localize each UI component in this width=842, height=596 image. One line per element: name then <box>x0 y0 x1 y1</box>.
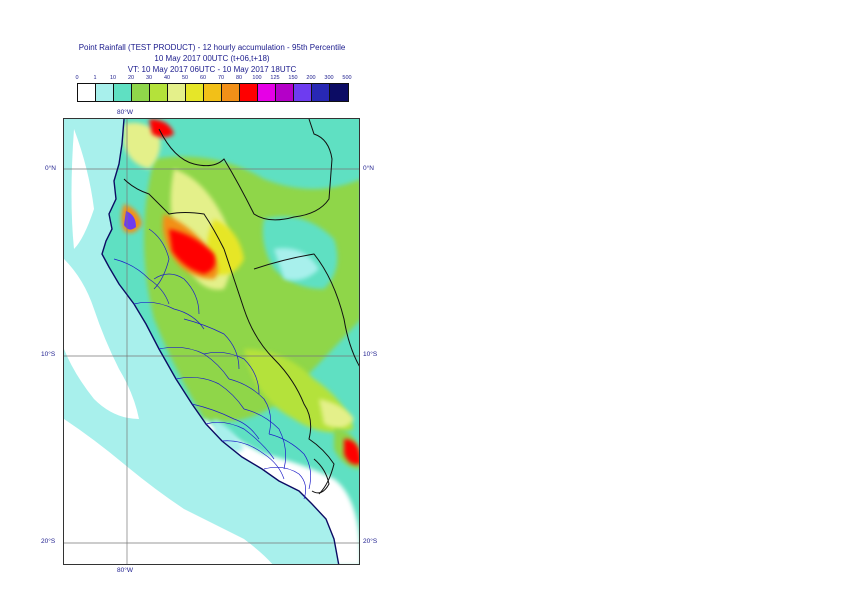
legend-value: 150 <box>288 75 298 81</box>
rainfall-map <box>63 118 360 565</box>
legend-value: 20 <box>127 75 135 81</box>
lat-label-left-10: 10°S <box>41 351 56 358</box>
legend-swatch <box>222 84 240 101</box>
color-legend-bar <box>77 83 349 102</box>
chart-title-block: Point Rainfall (TEST PRODUCT) - 12 hourl… <box>0 42 424 75</box>
legend-value: 50 <box>181 75 189 81</box>
lon-label-top: 80°W <box>117 109 133 116</box>
legend-value: 60 <box>199 75 207 81</box>
legend-value-labels: 0 1 10 20 30 40 50 60 70 80 100 125 150 200 300 500 <box>75 75 351 85</box>
legend-swatch <box>96 84 114 101</box>
lat-label-right-0: 0°N <box>363 165 374 172</box>
legend-swatch <box>150 84 168 101</box>
legend-value: 300 <box>324 75 334 81</box>
legend-value: 70 <box>217 75 225 81</box>
lat-label-left-0: 0°N <box>45 165 56 172</box>
ocean-dry-patch-2 <box>64 419 273 564</box>
legend-swatch <box>312 84 330 101</box>
lat-label-left-20: 20°S <box>41 538 56 545</box>
title-line-1: Point Rainfall (TEST PRODUCT) - 12 hourl… <box>78 43 346 52</box>
country-borders <box>123 119 359 495</box>
legend-value: 125 <box>270 75 280 81</box>
legend-value: 100 <box>252 75 262 81</box>
legend-swatch <box>204 84 222 101</box>
legend-swatch <box>168 84 186 101</box>
legend-value: 80 <box>235 75 243 81</box>
legend-swatch <box>330 84 348 101</box>
legend-swatch <box>114 84 132 101</box>
ocean-shelf <box>64 119 339 564</box>
legend-swatch <box>186 84 204 101</box>
ocean-dry-patch-1 <box>64 259 139 419</box>
coastline <box>101 119 340 564</box>
lat-label-right-10: 10°S <box>363 351 378 358</box>
legend-value: 40 <box>163 75 171 81</box>
title-line-3: VT: 10 May 2017 06UTC - 10 May 2017 18UT… <box>127 65 297 74</box>
legend-swatch <box>258 84 276 101</box>
title-line-2: 10 May 2017 00UTC (t+06,t+18) <box>154 54 270 63</box>
legend-value: 1 <box>93 75 97 81</box>
legend-swatch <box>294 84 312 101</box>
lon-label-bottom: 80°W <box>117 567 133 574</box>
legend-value: 30 <box>145 75 153 81</box>
lat-label-right-20: 20°S <box>363 538 378 545</box>
ocean-dry-patch-3 <box>71 129 94 249</box>
graticule <box>64 119 359 564</box>
legend-swatch <box>132 84 150 101</box>
legend-swatch <box>276 84 294 101</box>
admin-boundaries <box>113 228 311 500</box>
legend-value: 0 <box>75 75 79 81</box>
legend-swatch <box>78 84 96 101</box>
map-svg <box>64 119 359 564</box>
legend-value: 10 <box>109 75 117 81</box>
legend-swatch <box>240 84 258 101</box>
legend-value: 500 <box>342 75 352 81</box>
legend-value: 200 <box>306 75 316 81</box>
